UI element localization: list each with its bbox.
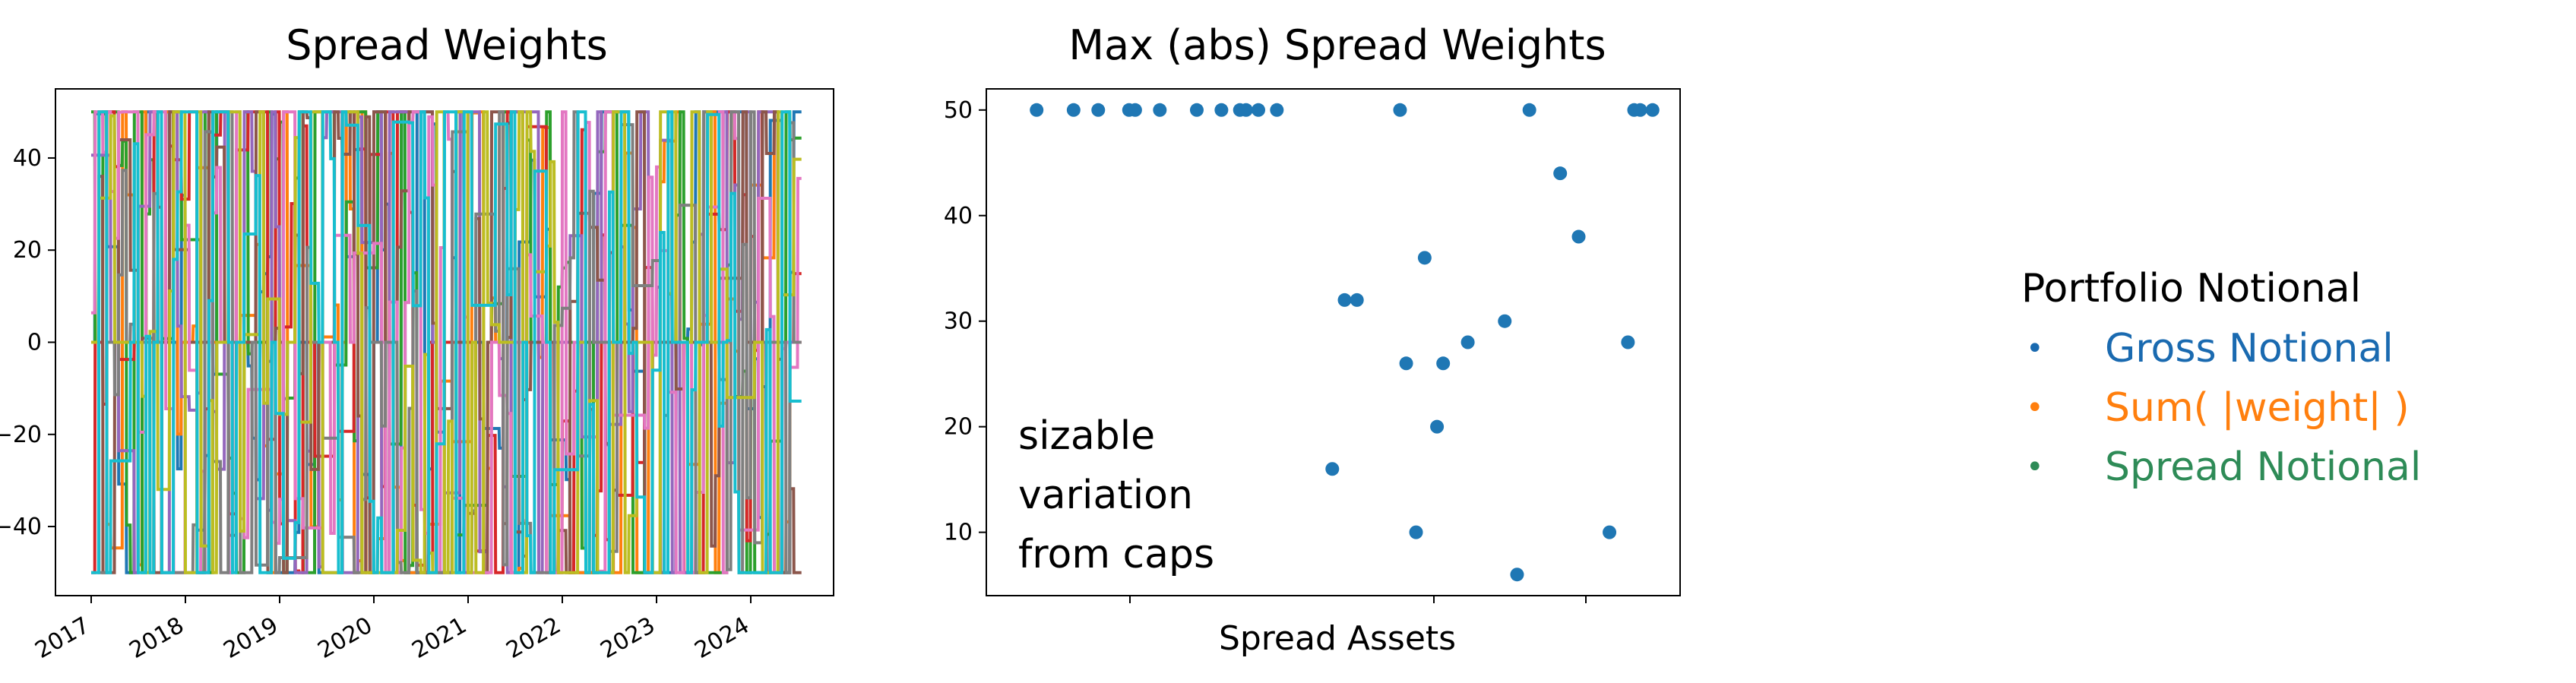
- scatter-point: [1498, 314, 1512, 328]
- x-tick-label: 2021: [407, 612, 471, 664]
- scatter-point: [1393, 103, 1407, 117]
- x-tick-label: 2024: [690, 612, 754, 664]
- y-tick-label: 20: [13, 237, 42, 264]
- scatter-point: [1460, 335, 1475, 349]
- scatter-point: [1510, 568, 1524, 582]
- legend-heading: Portfolio Notional: [2021, 266, 2362, 311]
- spread-weights-series-group: [91, 110, 802, 574]
- portfolio-notional-legend: Portfolio Notional • Gross Notional • Su…: [2021, 266, 2421, 497]
- weight-series-line: [91, 110, 802, 574]
- scatter-point: [1030, 103, 1044, 117]
- scatter-point: [1621, 335, 1635, 349]
- x-tick-label: 2019: [219, 612, 283, 664]
- x-tick-label: 2017: [30, 612, 94, 664]
- scatter-point: [1633, 103, 1647, 117]
- scatter-point: [1325, 462, 1340, 476]
- annotation-line: from caps: [1018, 532, 1215, 577]
- x-tick-label: 2018: [125, 612, 188, 664]
- spread-weights-plot: −40 −20 0 20 40 2017 2018 2019 2020 2021 2022 2023…: [0, 88, 834, 664]
- legend-item-spread-notional: • Spread Notional: [2021, 438, 2421, 497]
- legend-item-sum-abs-weight: • Sum( |weight| ): [2021, 378, 2421, 438]
- x-tick-label: 2020: [313, 612, 377, 664]
- y-tick-label: 40: [13, 145, 42, 172]
- annotation-line: sizable: [1018, 413, 1156, 459]
- legend-bullet-icon: •: [2026, 331, 2044, 366]
- legend-label: Spread Notional: [2105, 444, 2422, 490]
- y-tick-label: 50: [944, 97, 973, 124]
- max-weight-points: [1030, 103, 1660, 582]
- annotation-sizable-variation: sizable variation from caps: [1018, 406, 1214, 584]
- left-x-axis: 2017 2018 2019 2020 2021 2022 2023 2024: [30, 596, 754, 664]
- scatter-point: [1189, 103, 1204, 117]
- scatter-point: [1252, 103, 1266, 117]
- scatter-point: [1436, 356, 1451, 371]
- scatter-point: [1603, 525, 1617, 539]
- scatter-point: [1153, 103, 1167, 117]
- x-tick-label: 2022: [502, 612, 565, 664]
- legend-item-gross-notional: • Gross Notional: [2021, 319, 2421, 378]
- legend-bullet-icon: •: [2026, 450, 2044, 485]
- annotation-line: variation: [1018, 473, 1193, 518]
- y-tick-label: 40: [944, 203, 973, 229]
- scatter-point: [1553, 166, 1568, 181]
- scatter-point: [1399, 356, 1413, 371]
- scatter-point: [1522, 103, 1536, 117]
- legend-label: Sum( |weight| ): [2105, 385, 2410, 431]
- legend-bullet-icon: •: [2026, 391, 2044, 425]
- scatter-point: [1091, 103, 1106, 117]
- x-axis-label-spread-assets: Spread Assets: [1219, 619, 1456, 658]
- scatter-point: [1430, 419, 1445, 434]
- right-y-axis: 10 20 30 40 50: [944, 97, 986, 546]
- scatter-point: [1239, 103, 1253, 117]
- right-x-axis: [1129, 596, 1587, 603]
- scatter-point: [1214, 103, 1229, 117]
- scatter-point: [1350, 292, 1364, 307]
- y-tick-label: 0: [27, 330, 42, 356]
- y-tick-label: −40: [0, 514, 42, 540]
- y-tick-label: 30: [944, 308, 973, 335]
- y-tick-label: 20: [944, 414, 973, 441]
- chart-title-spread-weights: Spread Weights: [286, 21, 608, 69]
- left-y-axis: −40 −20 0 20 40: [0, 145, 55, 540]
- y-tick-label: −20: [0, 422, 42, 448]
- chart-title-max-abs-spread-weights: Max (abs) Spread Weights: [1068, 21, 1606, 69]
- scatter-point: [1128, 103, 1142, 117]
- scatter-point: [1645, 103, 1660, 117]
- legend-label: Gross Notional: [2105, 326, 2394, 372]
- scatter-point: [1337, 292, 1352, 307]
- scatter-point: [1417, 251, 1432, 265]
- plot-frame-right: [986, 88, 1681, 596]
- scatter-point: [1270, 103, 1284, 117]
- scatter-point: [1571, 229, 1586, 244]
- x-tick-label: 2023: [596, 612, 660, 664]
- y-tick-label: 10: [944, 520, 973, 546]
- scatter-point: [1066, 103, 1081, 117]
- max-abs-weights-plot: 10 20 30 40 50 Spread Assets: [944, 88, 1681, 658]
- scatter-point: [1409, 525, 1423, 539]
